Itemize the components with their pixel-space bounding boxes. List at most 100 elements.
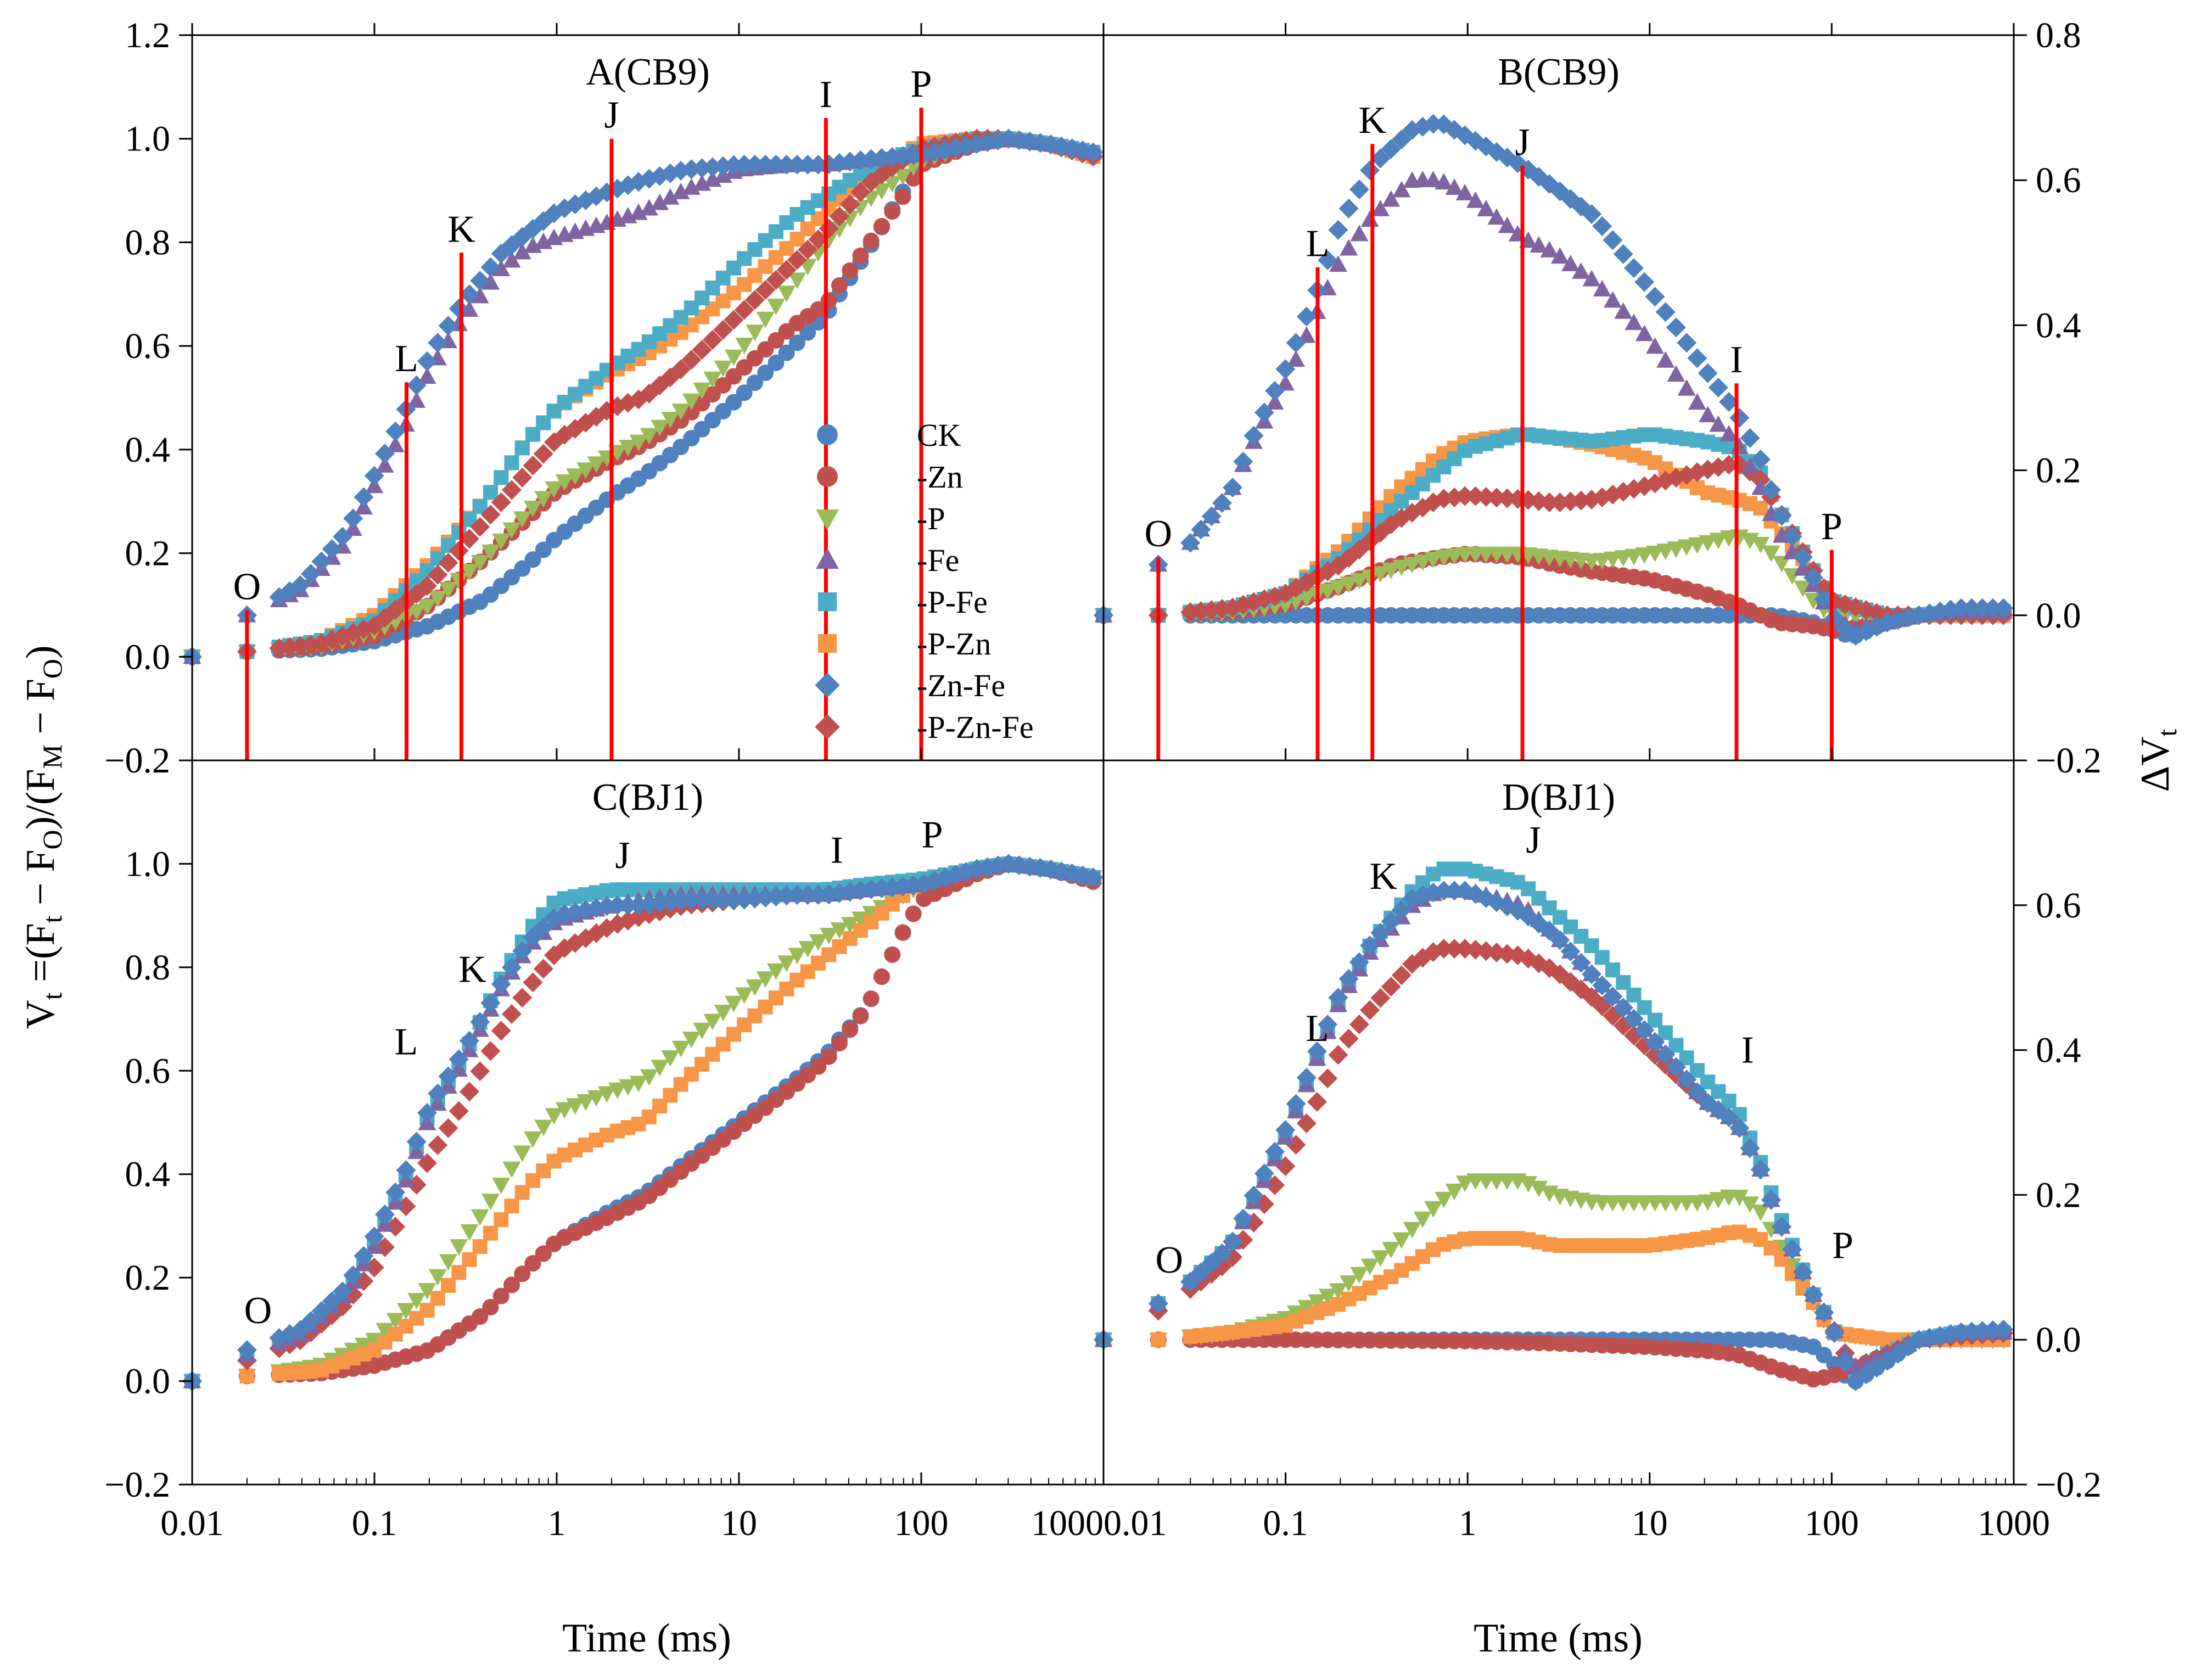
point-p-a-26	[524, 501, 542, 518]
point-p-d-56	[1751, 1204, 1770, 1221]
point-p-a-43	[703, 371, 722, 388]
right-y-tick-label-0-5: 0.8	[2036, 15, 2081, 55]
point-p-zn-fe-a-24	[502, 480, 522, 500]
point-zn-fe-d-37	[1550, 930, 1570, 950]
point-p-d-28	[1455, 1175, 1474, 1192]
point-p-c-39	[661, 1050, 680, 1067]
point-p-c-45	[724, 995, 743, 1012]
point-p-zn-fe-d-22	[1391, 965, 1412, 985]
point-zn-c-56	[842, 1021, 859, 1038]
point-zn-fe-a-66	[945, 138, 966, 158]
left-y-tick-label-0-3: 0.4	[125, 430, 171, 470]
point-p-zn-fe-a-26	[523, 455, 543, 475]
point-p-fe-a-22	[483, 485, 499, 500]
point-p-zn-fe-a-20	[460, 529, 480, 549]
point-p-c-24	[502, 1161, 521, 1178]
x-tick-label-0-0: 0.01	[160, 1503, 224, 1543]
point-p-zn-fe-d-18	[1349, 1014, 1369, 1034]
point-zn-fe-b-57	[1761, 480, 1782, 500]
point-zn-fe-b-59	[1782, 527, 1802, 547]
point-p-a-21	[471, 555, 489, 572]
point-p-b-19	[1360, 569, 1379, 586]
point-p-d-17	[1340, 1275, 1358, 1292]
ylabel-t2-sub: t	[37, 915, 68, 923]
ylabel-minus2: − F	[18, 679, 63, 744]
point-zn-fe-c-23	[491, 974, 511, 994]
point-fe-b-22	[1392, 181, 1411, 198]
point-zn-fe-c-1	[237, 1340, 257, 1360]
point-zn-fe-b-46	[1645, 287, 1665, 307]
point-p-zn-fe-d-20	[1370, 988, 1391, 1008]
point-fe-b-28	[1455, 183, 1474, 200]
point-zn-fe-a-4	[290, 575, 310, 595]
point-p-a-48	[756, 311, 775, 328]
point-zn-fe-c-79	[1083, 867, 1104, 888]
point-zn-c-54	[820, 1048, 837, 1065]
point-p-c-16	[418, 1283, 436, 1300]
ylabel-m-sub: M	[37, 744, 68, 769]
left-y-tick-label-0-7: 1.2	[125, 15, 171, 55]
point-p-a-23	[492, 533, 511, 550]
point-p-a-39	[661, 411, 680, 428]
point-p-b-44	[1625, 548, 1643, 565]
ylabel-end: )	[18, 645, 63, 659]
point-p-zn-fe-d-19	[1360, 1000, 1380, 1020]
point-zn-fe-d-17	[1338, 968, 1359, 989]
phase-label-o-panel-b: O	[1145, 513, 1173, 555]
point-fe-b-13	[1297, 326, 1316, 343]
left-y-tick-label-1-1: 0.0	[125, 1362, 171, 1402]
point-fe-b-10	[1265, 393, 1284, 410]
point-p-d-26	[1435, 1191, 1453, 1208]
point-zn-fe-d-21	[1381, 911, 1401, 932]
point-zn-fe-a-47	[744, 154, 765, 175]
legend-label-ck: CK	[917, 417, 961, 453]
point-zn-fe-b-75	[1951, 598, 1971, 618]
point-p-c-51	[788, 948, 806, 965]
point-p-zn-fe-a-44	[713, 320, 733, 340]
point-p-fe-d-41	[1594, 950, 1610, 965]
point-zn-fe-a-15	[406, 375, 427, 395]
left-y-tick-label-0-2: 0.2	[125, 534, 171, 574]
point-zn-fe-a-68	[967, 133, 987, 154]
point-p-a-40	[671, 404, 690, 421]
legend-marker-fe	[816, 548, 839, 569]
left-y-tick-label-0-6: 1.0	[125, 119, 171, 159]
point-zn-fe-a-10	[354, 487, 374, 507]
point-zn-fe-b-58	[1772, 506, 1792, 526]
panel-d: O L K J I P D(BJ1)	[1094, 776, 2014, 1391]
phase-label-l-panel-d: L	[1306, 1007, 1329, 1050]
point-p-a-35	[619, 440, 637, 457]
panel-a: O L K J I P A(CB9)	[182, 51, 1104, 760]
point-zn-fe-d-39	[1571, 953, 1591, 973]
point-p-zn-fe-c-25	[512, 988, 533, 1008]
ylabel-o-sub: O	[37, 830, 68, 849]
series-p-zn-fe-panel-d	[1094, 938, 2014, 1377]
point-zn-c-22	[482, 1298, 499, 1315]
point-zn-fe-b-22	[1391, 130, 1412, 150]
point-p-c-32	[587, 1090, 606, 1107]
point-zn-fe-b-8	[1244, 425, 1264, 446]
right-y-tick-label-1-2: 0.2	[2036, 1175, 2081, 1215]
point-zn-fe-b-51	[1698, 363, 1718, 383]
ylabel-o2-sub: O	[37, 659, 68, 679]
point-p-fe-d-42	[1605, 962, 1621, 978]
point-zn-fe-a-13	[385, 421, 406, 441]
point-p-b-43	[1614, 550, 1633, 567]
point-zn-fe-d-43	[1613, 998, 1633, 1018]
point-p-zn-fe-a-28	[544, 432, 564, 452]
point-zn-fe-b-78	[1982, 598, 2003, 618]
point-p-zn-fe-d-16	[1328, 1045, 1348, 1065]
point-zn-fe-d-56	[1750, 1160, 1771, 1180]
point-fe-b-41	[1593, 279, 1611, 296]
point-zn-fe-b-18	[1349, 179, 1369, 199]
point-p-b-23	[1403, 557, 1421, 574]
point-zn-a-55	[831, 277, 848, 294]
point-zn-fe-d-13	[1296, 1067, 1317, 1088]
point-zn-fe-b-12	[1286, 333, 1306, 353]
point-p-c-21	[471, 1209, 489, 1226]
point-zn-a-59	[873, 217, 890, 234]
panel-c: O LK J I P C(BJ1)	[182, 776, 1104, 1391]
point-p-b-58	[1772, 556, 1791, 573]
